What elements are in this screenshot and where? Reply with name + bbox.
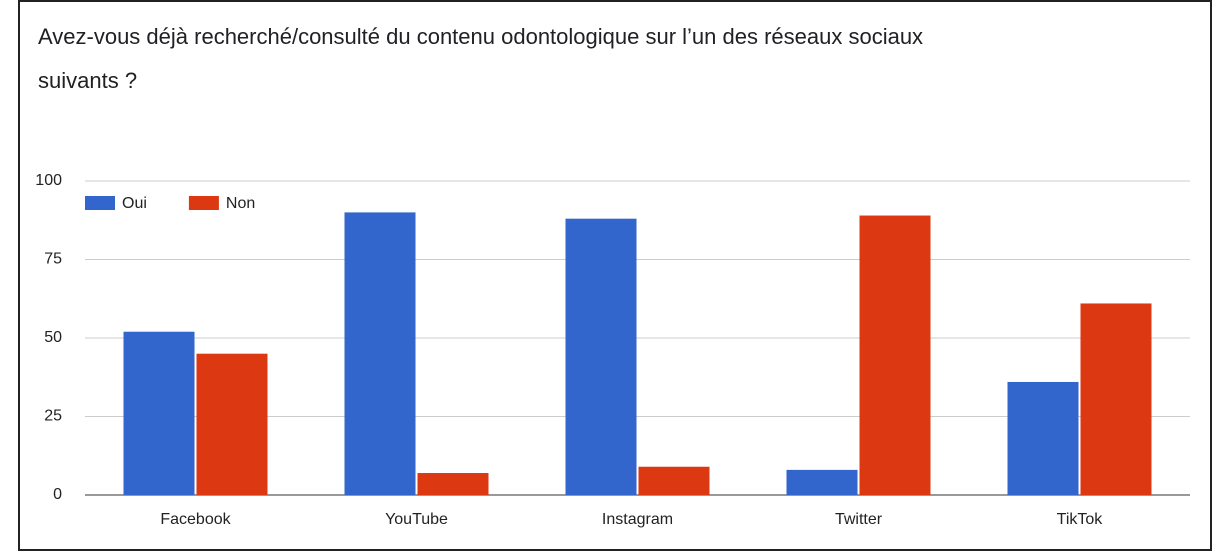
y-tick-label: 0 xyxy=(53,486,62,503)
legend-label: Non xyxy=(226,195,255,212)
chart-title: Avez-vous déjà recherché/consulté du con… xyxy=(38,24,923,93)
bar xyxy=(1007,381,1079,495)
bar xyxy=(344,212,416,495)
legend-label: Oui xyxy=(122,195,147,212)
bar xyxy=(859,215,931,496)
bar xyxy=(565,218,637,495)
y-tick-label: 100 xyxy=(35,172,62,189)
bar xyxy=(638,466,710,495)
legend-swatch xyxy=(188,196,219,210)
y-tick-label: 75 xyxy=(44,251,62,268)
x-tick-label: Facebook xyxy=(160,511,231,528)
bar xyxy=(417,473,489,495)
bar xyxy=(786,469,858,495)
x-tick-label: Twitter xyxy=(835,511,883,528)
legend-swatch xyxy=(85,196,115,210)
x-tick-label: Instagram xyxy=(602,511,673,528)
y-tick-label: 25 xyxy=(44,408,62,425)
y-tick-label: 50 xyxy=(44,329,62,346)
bar xyxy=(123,331,195,495)
bar xyxy=(196,353,268,495)
bar xyxy=(1080,303,1152,495)
x-tick-label: YouTube xyxy=(385,511,448,528)
x-tick-label: TikTok xyxy=(1057,511,1104,528)
